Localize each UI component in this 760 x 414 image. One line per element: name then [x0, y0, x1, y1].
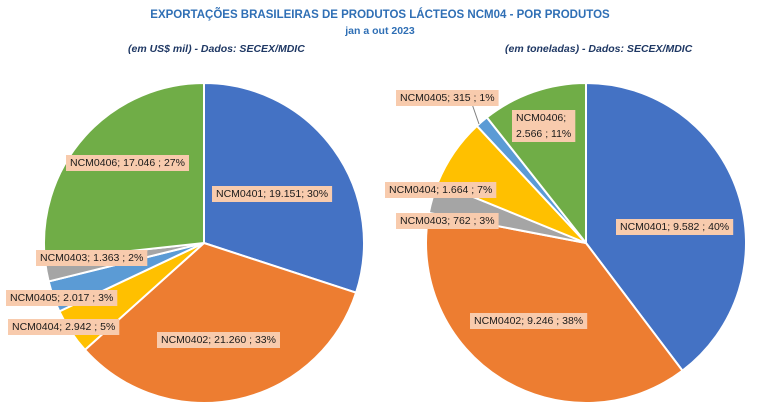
- right-pie-chart: NCM0401; 9.582 ; 40% NCM0402; 9.246 ; 38%…: [385, 81, 748, 405]
- data-label-text: NCM0405; 2.017 ; 3%: [10, 292, 113, 304]
- data-label-text: NCM0402; 21.260 ; 33%: [161, 334, 276, 346]
- data-label-text: NCM0405; 315 ; 1%: [400, 92, 495, 104]
- slice-ncm0402: [83, 241, 358, 404]
- data-label-ncm0405: NCM0405; 2.017 ; 3%: [6, 290, 118, 306]
- data-label-text: NCM0406; 2.566 ; 11%: [516, 112, 571, 140]
- data-label-ncm0405: NCM0405; 315 ; 1%: [396, 90, 499, 106]
- data-label-ncm0404: NCM0404; 2.942 ; 5%: [8, 319, 120, 335]
- data-label-text: NCM0406; 17.046 ; 27%: [70, 157, 185, 169]
- data-label-bg: [66, 155, 189, 171]
- data-label-ncm0403: NCM0403; 1.363 ; 2%: [36, 250, 148, 266]
- data-label-text: NCM0404; 2.942 ; 5%: [12, 321, 115, 333]
- slice-ncm0402: [425, 211, 684, 405]
- data-label-ncm0403: NCM0403; 762 ; 3%: [396, 213, 499, 229]
- data-label-text: NCM0403; 1.363 ; 2%: [40, 252, 143, 264]
- data-label-ncm0406: NCM0406; 2.566 ; 11%: [512, 110, 576, 142]
- data-label-bg: [396, 213, 499, 229]
- data-label-ncm0401: NCM0401; 9.582 ; 40%: [616, 219, 734, 235]
- data-label-bg: [8, 319, 120, 335]
- data-label-text: NCM0402; 9.246 ; 38%: [474, 315, 583, 327]
- data-label-ncm0402: NCM0402; 21.260 ; 33%: [157, 332, 280, 348]
- data-label-ncm0406: NCM0406; 17.046 ; 27%: [66, 155, 189, 171]
- data-label-text: NCM0401; 9.582 ; 40%: [620, 221, 729, 233]
- data-label-text: NCM0401; 19.151; 30%: [216, 188, 328, 200]
- data-label-bg: [616, 219, 734, 235]
- data-label-bg: [157, 332, 280, 348]
- chart-period: jan a out 2023: [345, 25, 415, 37]
- right-pie-subtitle: (em toneladas) - Dados: SECEX/MDIC: [505, 43, 693, 55]
- data-label-ncm0401: NCM0401; 19.151; 30%: [212, 186, 333, 202]
- data-label-bg: [6, 290, 118, 306]
- left-pie-subtitle: (em US$ mil) - Dados: SECEX/MDIC: [128, 43, 305, 55]
- data-label-bg: [512, 110, 576, 142]
- data-label-bg: [36, 250, 148, 266]
- chart-title: EXPORTAÇÕES BRASILEIRAS DE PRODUTOS LÁCT…: [150, 9, 610, 21]
- left-pie-chart: NCM0401; 19.151; 30% NCM0402; 21.260 ; 33…: [6, 81, 365, 404]
- data-label-ncm0404: NCM0404; 1.664 ; 7%: [385, 182, 497, 198]
- data-label-ncm0402: NCM0402; 9.246 ; 38%: [470, 313, 588, 329]
- data-label-bg: [470, 313, 588, 329]
- data-label-bg: [212, 186, 333, 202]
- slice-ncm0406: [43, 81, 205, 262]
- data-label-text: NCM0403; 762 ; 3%: [400, 215, 495, 227]
- data-label-bg: [396, 90, 499, 106]
- data-label-bg: [385, 182, 497, 198]
- data-label-text: NCM0404; 1.664 ; 7%: [389, 184, 492, 196]
